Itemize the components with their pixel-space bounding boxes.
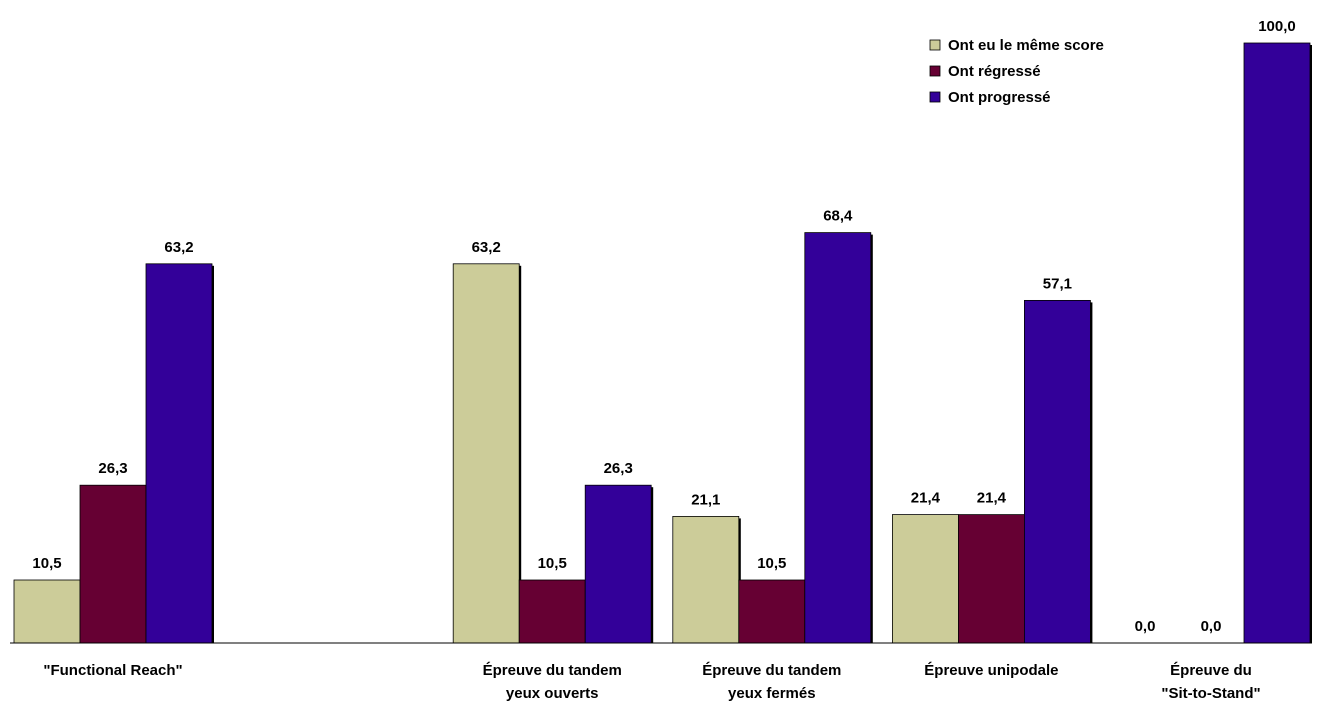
value-label: 10,5 — [757, 555, 786, 572]
value-label: 10,5 — [32, 555, 61, 572]
category-label: Épreuve du tandem — [702, 662, 841, 679]
value-label: 63,2 — [472, 239, 501, 256]
value-label: 21,4 — [977, 490, 1007, 507]
value-label: 100,0 — [1258, 18, 1296, 35]
legend-label-ont-progresse: Ont progressé — [948, 89, 1051, 106]
bar-ont-regresse-4 — [958, 514, 1025, 644]
legend: Ont eu le même score Ont régressé Ont prog… — [929, 37, 1104, 106]
value-label: 21,4 — [911, 490, 941, 507]
category-label: Épreuve du — [1170, 662, 1252, 679]
legend-swatch-ont-eu-le-meme-score — [929, 39, 941, 51]
value-label: 0,0 — [1135, 618, 1156, 635]
value-label: 68,4 — [823, 208, 853, 225]
legend-label-ont-eu-le-meme-score: Ont eu le même score — [948, 37, 1104, 54]
category-label: "Sit-to-Stand" — [1161, 685, 1260, 702]
category-label: Épreuve unipodale — [924, 662, 1058, 679]
bar-ont-progresse-4 — [1024, 299, 1091, 644]
bar-ont-eu-le-meme-score-4 — [892, 514, 959, 644]
value-label: 26,3 — [98, 460, 127, 477]
legend-swatch-ont-regresse — [929, 65, 941, 77]
category-label: "Functional Reach" — [43, 662, 182, 679]
bar-ont-eu-le-meme-score-0 — [13, 579, 81, 644]
value-labels-layer: 10,5 26,3 63,2 63,2 10,5 26,3 21,1 10,5 68,4 21,4… — [32, 18, 1295, 635]
value-label: 57,1 — [1043, 275, 1072, 292]
bar-ont-progresse-0 — [145, 263, 213, 644]
value-label: 0,0 — [1201, 618, 1222, 635]
category-label: yeux ouverts — [506, 685, 599, 702]
bar-ont-regresse-0 — [79, 484, 147, 644]
category-label: Épreuve du tandem — [483, 662, 622, 679]
category-labels-layer: "Functional Reach" Épreuve du tandem yeux … — [43, 662, 1260, 702]
value-label: 63,2 — [164, 239, 193, 256]
category-label: yeux fermés — [728, 685, 816, 702]
bar-ont-progresse-5 — [1243, 42, 1311, 644]
value-label: 21,1 — [691, 491, 720, 508]
legend-swatch-ont-progresse — [929, 91, 941, 103]
bar-ont-progresse-2 — [584, 484, 652, 644]
value-label: 10,5 — [538, 555, 567, 572]
legend-label-ont-regresse: Ont régressé — [948, 63, 1041, 80]
bar-ont-regresse-2 — [518, 579, 586, 644]
value-label: 26,3 — [604, 460, 633, 477]
bar-ont-progresse-3 — [804, 232, 872, 644]
bar-ont-regresse-3 — [738, 579, 806, 644]
bar-ont-eu-le-meme-score-2 — [452, 263, 520, 644]
bar-ont-eu-le-meme-score-3 — [672, 516, 740, 644]
bars-layer — [13, 42, 1312, 644]
